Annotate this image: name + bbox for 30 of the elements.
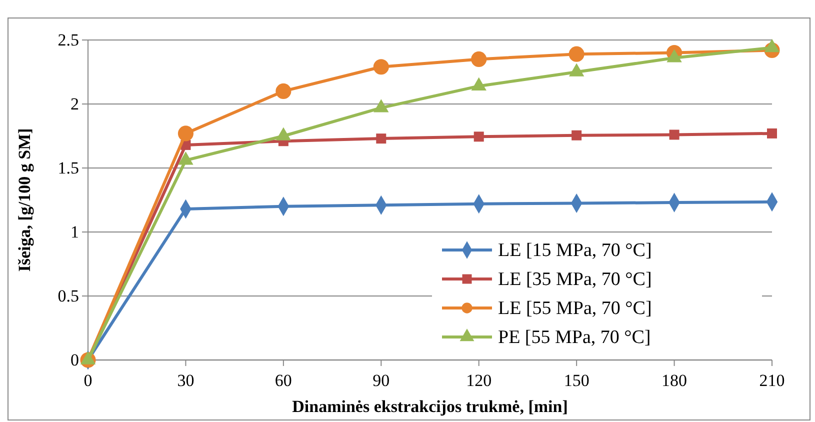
x-tick-label: 0 <box>84 371 92 390</box>
point <box>767 128 777 138</box>
y-tick-label: 2 <box>70 94 79 114</box>
point <box>572 130 582 140</box>
point <box>276 83 292 99</box>
x-tick-label: 120 <box>466 371 492 390</box>
point <box>471 51 487 67</box>
point <box>669 130 680 140</box>
x-axis-title: Dinaminės ekstrakcijos trukmė, [min] <box>292 397 568 416</box>
legend-label: LE [35 MPa, 70 °C] <box>498 269 652 290</box>
x-tick-label: 180 <box>662 371 688 390</box>
y-axis-title: Išeiga, [g/100 g SM] <box>15 128 34 272</box>
legend-label: PE [55 MPa, 70 °C] <box>498 327 651 348</box>
point <box>178 126 194 142</box>
legend-label: LE [55 MPa, 70 °C] <box>498 298 652 319</box>
y-tick-label: 2.5 <box>58 30 79 50</box>
x-tick-label: 60 <box>274 371 292 390</box>
legend-label: LE [15 MPa, 70 °C] <box>498 240 652 261</box>
y-tick-label: 1.5 <box>58 158 79 178</box>
y-tick-label: 0.5 <box>58 286 79 306</box>
point <box>373 59 389 75</box>
point <box>568 46 584 62</box>
x-tick-label: 90 <box>372 371 390 390</box>
x-tick-label: 30 <box>177 371 194 390</box>
x-tick-label: 150 <box>564 371 590 390</box>
point <box>474 132 484 142</box>
x-tick-label: 210 <box>759 371 785 390</box>
y-tick-label: 0 <box>70 350 79 370</box>
point <box>376 134 386 144</box>
y-tick-label: 1 <box>70 222 79 242</box>
